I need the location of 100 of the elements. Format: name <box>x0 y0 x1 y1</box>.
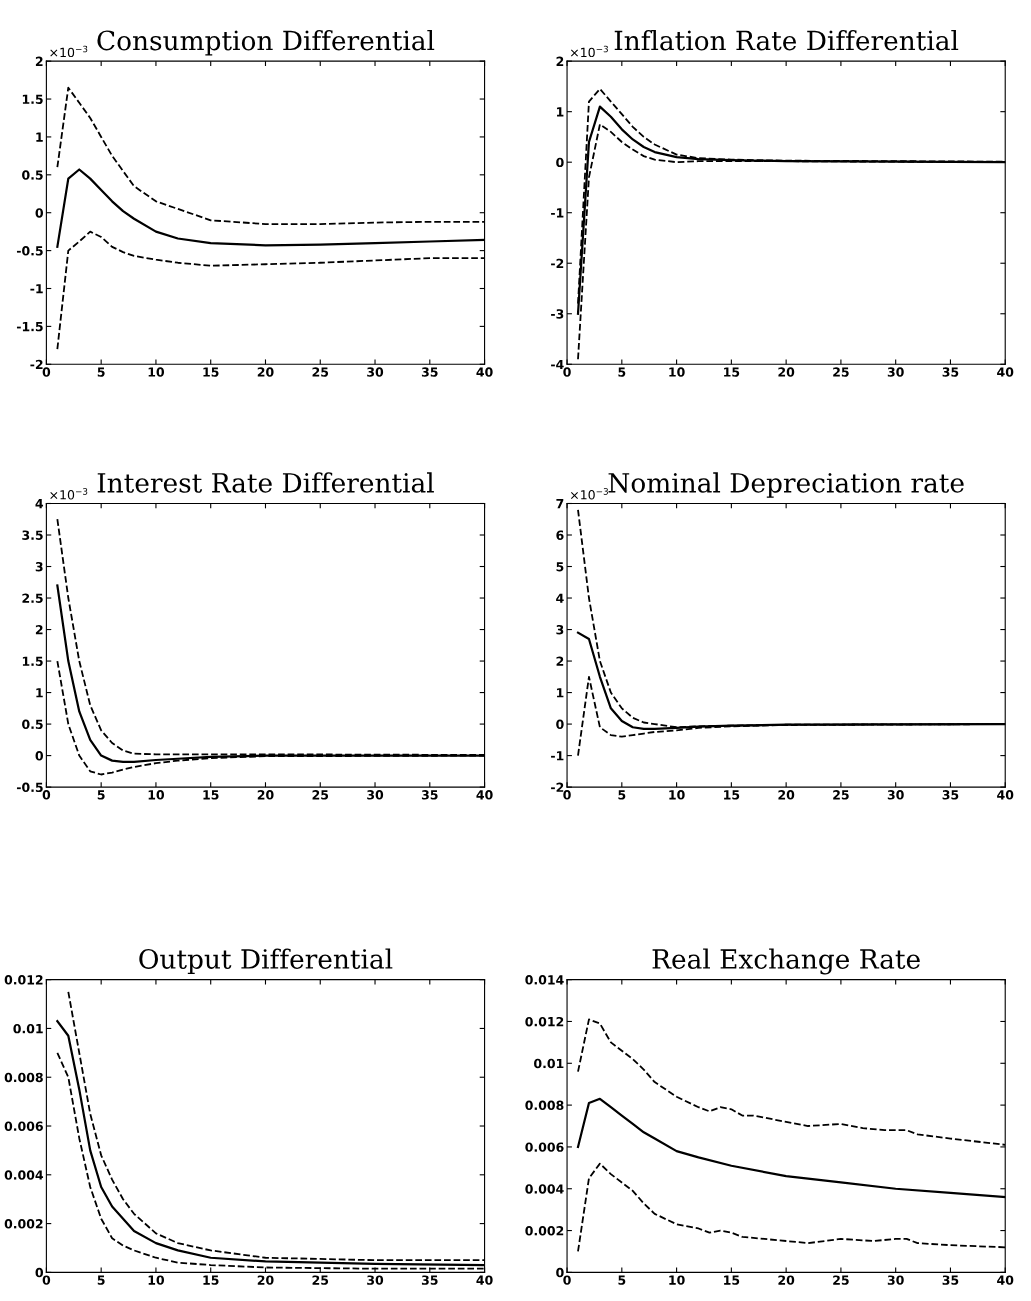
x-tick-label: 0 <box>563 1275 571 1285</box>
x-tick-label: 10 <box>148 1275 165 1285</box>
x-tick-label: 30 <box>887 790 904 800</box>
y-tick-label: -1 <box>551 751 564 761</box>
x-tick-label: 20 <box>778 790 795 800</box>
y-tick-label: 5 <box>556 562 564 572</box>
x-tick-label: 40 <box>997 367 1014 377</box>
x-tick-label: 5 <box>618 367 626 377</box>
y-tick-label: 2 <box>556 656 564 666</box>
y-tick-label: -1 <box>30 284 43 294</box>
y-tick-label: 6 <box>556 530 564 540</box>
x-tick-label: 10 <box>669 790 685 800</box>
x-tick-label: 5 <box>97 790 105 800</box>
x-tick-label: 5 <box>97 1275 105 1285</box>
y-tick-label: 0.004 <box>525 1184 564 1194</box>
x-tick-label: 35 <box>421 790 438 800</box>
x-tick-label: 35 <box>942 1275 959 1285</box>
chart-title: Consumption Differential <box>97 29 435 56</box>
x-tick-label: 10 <box>148 367 165 377</box>
x-tick-label: 25 <box>833 367 849 377</box>
y-tick-label: 0.004 <box>4 1170 44 1180</box>
y-tick-label: 1 <box>36 132 43 142</box>
x-tick-label: 30 <box>367 1275 384 1285</box>
y-tick-label: 1 <box>556 688 564 698</box>
x-tick-label: 25 <box>833 1275 849 1285</box>
x-tick-label: 0 <box>563 790 571 800</box>
y-tick-label: 0.012 <box>525 1016 564 1027</box>
x-tick-label: 15 <box>203 1275 219 1285</box>
y-tick-label: 3 <box>556 625 564 635</box>
x-tick-label: 10 <box>669 1275 685 1285</box>
x-tick-label: 5 <box>97 367 105 377</box>
x-tick-label: 20 <box>778 1275 795 1285</box>
y-tick-label: -4 <box>551 359 564 370</box>
y-tick-label: 0.014 <box>525 975 564 985</box>
x-tick-label: 30 <box>887 1275 904 1285</box>
x-tick-label: 5 <box>618 1275 626 1285</box>
y-tick-label: 0.5 <box>22 719 43 730</box>
chart-title: Output Differential <box>139 948 393 975</box>
x-tick-label: 15 <box>203 790 219 800</box>
x-tick-label: 20 <box>257 1275 274 1285</box>
y-tick-label: 0.01 <box>534 1058 564 1069</box>
x-tick-label: 40 <box>476 790 493 800</box>
x-tick-label: 35 <box>942 367 959 377</box>
chart-title: Real Exchange Rate <box>652 948 920 975</box>
y-tick-label: 2 <box>556 56 564 66</box>
y-tick-label: 0 <box>35 751 44 761</box>
x-tick-label: 10 <box>148 790 165 800</box>
x-tick-label: 35 <box>942 790 959 800</box>
chart-title: Nominal Depreciation rate <box>608 472 964 498</box>
x-tick-label: 0 <box>563 367 571 377</box>
y-tick-label: 3 <box>35 561 43 572</box>
y-tick-label: 1 <box>556 107 564 117</box>
x-tick-label: 15 <box>724 367 740 377</box>
y-tick-label: 0 <box>556 157 564 168</box>
x-tick-label: 25 <box>312 790 329 800</box>
x-tick-label: 20 <box>257 790 274 800</box>
x-tick-label: 25 <box>312 367 329 377</box>
y-tick-label: -1 <box>551 208 564 218</box>
y-tick-label: 0.008 <box>4 1072 43 1083</box>
x-tick-label: 30 <box>887 367 904 377</box>
y-tick-label: -3 <box>551 309 564 319</box>
y-tick-label: 3.5 <box>22 530 43 540</box>
x-tick-label: 25 <box>833 790 849 800</box>
y-tick-label: 2 <box>35 56 43 66</box>
y-tick-label: 0.5 <box>22 170 43 180</box>
chart-title: Interest Rate Differential <box>97 472 434 493</box>
y-tick-label: 2 <box>35 625 43 635</box>
y-tick-label: -2 <box>551 782 564 792</box>
y-tick-label: -0.5 <box>16 246 43 256</box>
y-tick-label: 1 <box>36 688 43 698</box>
x-tick-label: 20 <box>778 367 795 377</box>
y-tick-label: -0.5 <box>16 782 43 793</box>
x-tick-label: 25 <box>312 1275 329 1285</box>
text: ×10$^{−3}$ <box>570 45 608 58</box>
y-tick-label: 4 <box>556 593 564 603</box>
x-tick-label: 35 <box>421 367 438 377</box>
x-tick-label: 10 <box>669 367 685 377</box>
text: ×10$^{−3}$ <box>50 488 88 500</box>
x-tick-label: 40 <box>476 1275 493 1285</box>
y-tick-label: 0.002 <box>4 1219 43 1229</box>
y-tick-label: 4 <box>35 499 44 509</box>
x-tick-label: 40 <box>997 790 1014 800</box>
y-tick-label: 0 <box>556 1267 564 1278</box>
y-tick-label: 0.002 <box>525 1226 564 1236</box>
y-tick-label: 0.006 <box>4 1121 43 1131</box>
x-tick-label: 15 <box>203 367 219 377</box>
y-tick-label: 0.01 <box>13 1023 43 1034</box>
y-tick-label: 1.5 <box>22 94 43 104</box>
y-tick-label: 0.008 <box>525 1100 564 1111</box>
y-tick-label: 2.5 <box>22 593 43 603</box>
y-tick-label: -1.5 <box>16 322 43 332</box>
y-tick-label: 0 <box>35 208 44 218</box>
y-tick-label: 7 <box>556 499 564 509</box>
x-tick-label: 40 <box>476 367 493 377</box>
x-tick-label: 5 <box>618 790 626 800</box>
y-tick-label: -2 <box>551 258 564 268</box>
x-tick-label: 35 <box>421 1275 438 1285</box>
x-tick-label: 15 <box>724 790 740 800</box>
text: ×10$^{−3}$ <box>570 488 608 500</box>
x-tick-label: 30 <box>367 367 384 377</box>
